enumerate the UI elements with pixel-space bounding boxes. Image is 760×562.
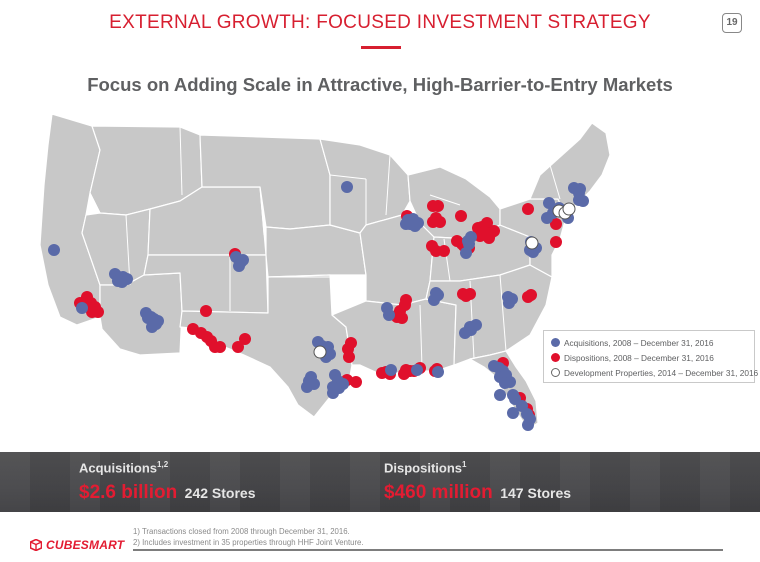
- disposition-marker: [400, 294, 412, 306]
- disposition-marker: [86, 306, 98, 318]
- acquisitions-stat-label: Acquisitions1,2: [79, 460, 169, 476]
- disposition-marker: [464, 288, 476, 300]
- disposition-marker: [345, 337, 357, 349]
- disposition-marker: [432, 200, 444, 212]
- acquisition-marker: [383, 309, 395, 321]
- acquisition-marker: [507, 407, 519, 419]
- acquisition-marker: [385, 364, 397, 376]
- disposition-marker: [522, 203, 534, 215]
- dispositions-stat: Dispositions1 $460 million 147 Stores: [384, 460, 571, 504]
- acquisition-marker: [327, 387, 339, 399]
- disposition-marker: [478, 226, 490, 238]
- cubesmart-logo: CUBESMART: [30, 538, 124, 552]
- legend-development-label: Development Properties, 2014 – December …: [564, 367, 759, 378]
- acquisition-marker: [412, 217, 424, 229]
- development-marker: [525, 236, 539, 250]
- map-southeast: [425, 264, 553, 366]
- acquisition-marker: [504, 376, 516, 388]
- us-map: [39, 113, 611, 431]
- acquisition-marker: [341, 181, 353, 193]
- acquisition-marker: [503, 297, 515, 309]
- footnotes: 1) Transactions closed from 2008 through…: [133, 526, 364, 548]
- disposition-marker: [343, 351, 355, 363]
- slide-subtitle: Focus on Adding Scale in Attractive, Hig…: [87, 74, 673, 95]
- logo-wordmark: CUBESMART: [46, 538, 125, 552]
- acquisition-marker: [76, 302, 88, 314]
- legend-dispositions-label: Dispositions, 2008 – December 31, 2016: [564, 352, 714, 363]
- acquisition-marker: [432, 289, 444, 301]
- legend-acquisitions-label: Acquisitions, 2008 – December 31, 2016: [564, 337, 714, 348]
- disposition-marker: [214, 341, 226, 353]
- footer-rule: [133, 549, 723, 551]
- legend-development: Development Properties, 2014 – December …: [551, 365, 758, 380]
- disposition-dot-icon: [551, 353, 560, 362]
- disposition-marker: [350, 376, 362, 388]
- disposition-marker: [434, 216, 446, 228]
- acquisition-marker: [522, 419, 534, 431]
- acquisition-marker: [543, 197, 555, 209]
- acquisition-marker: [460, 247, 472, 259]
- disposition-marker: [550, 236, 562, 248]
- acquisition-marker: [112, 275, 124, 287]
- dispositions-stat-label: Dispositions1: [384, 460, 467, 476]
- acquisition-marker: [400, 218, 412, 230]
- acquisition-marker: [494, 389, 506, 401]
- disposition-marker: [232, 341, 244, 353]
- development-marker: [562, 202, 576, 216]
- acquisition-marker: [411, 364, 423, 376]
- map-central-plains: [265, 224, 367, 278]
- title-underline: [361, 46, 401, 49]
- acquisitions-stores: 242 Stores: [184, 485, 256, 502]
- dispositions-amount: $460 million: [384, 482, 493, 504]
- acquisition-marker: [541, 212, 553, 224]
- acquisitions-amount: $2.6 billion: [79, 482, 178, 504]
- acquisition-dot-icon: [551, 338, 560, 347]
- acquisition-marker: [48, 244, 60, 256]
- acquisitions-stat: Acquisitions1,2 $2.6 billion 242 Stores: [79, 460, 255, 504]
- disposition-marker: [550, 218, 562, 230]
- disposition-marker: [239, 333, 251, 345]
- acquisition-marker: [337, 378, 349, 390]
- map-midwest-south: [359, 214, 435, 306]
- dispositions-stores: 147 Stores: [500, 485, 572, 502]
- disposition-marker: [438, 245, 450, 257]
- page-number-badge: 19: [722, 13, 742, 33]
- acquisition-marker: [470, 319, 482, 331]
- stats-banner: Acquisitions1,2 $2.6 billion 242 Stores …: [0, 452, 760, 512]
- disposition-marker: [200, 305, 212, 317]
- cube-icon: [30, 539, 42, 551]
- acquisition-marker: [432, 366, 444, 378]
- disposition-marker: [525, 289, 537, 301]
- legend-acquisitions: Acquisitions, 2008 – December 31, 2016: [551, 335, 754, 350]
- acquisition-marker: [301, 381, 313, 393]
- acquisition-marker: [573, 194, 585, 206]
- development-marker: [313, 345, 327, 359]
- footnote-1: 1) Transactions closed from 2008 through…: [133, 527, 350, 536]
- development-dot-icon: [551, 368, 560, 377]
- acquisition-marker: [233, 260, 245, 272]
- legend-dispositions: Dispositions, 2008 – December 31, 2016: [551, 350, 754, 365]
- disposition-marker: [455, 210, 467, 222]
- slide-title: EXTERNAL GROWTH: FOCUSED INVESTMENT STRA…: [109, 12, 651, 33]
- map-legend: Acquisitions, 2008 – December 31, 2016 D…: [543, 330, 758, 383]
- footnote-2: 2) Includes investment in 35 properties …: [133, 538, 364, 547]
- acquisition-marker: [152, 315, 164, 327]
